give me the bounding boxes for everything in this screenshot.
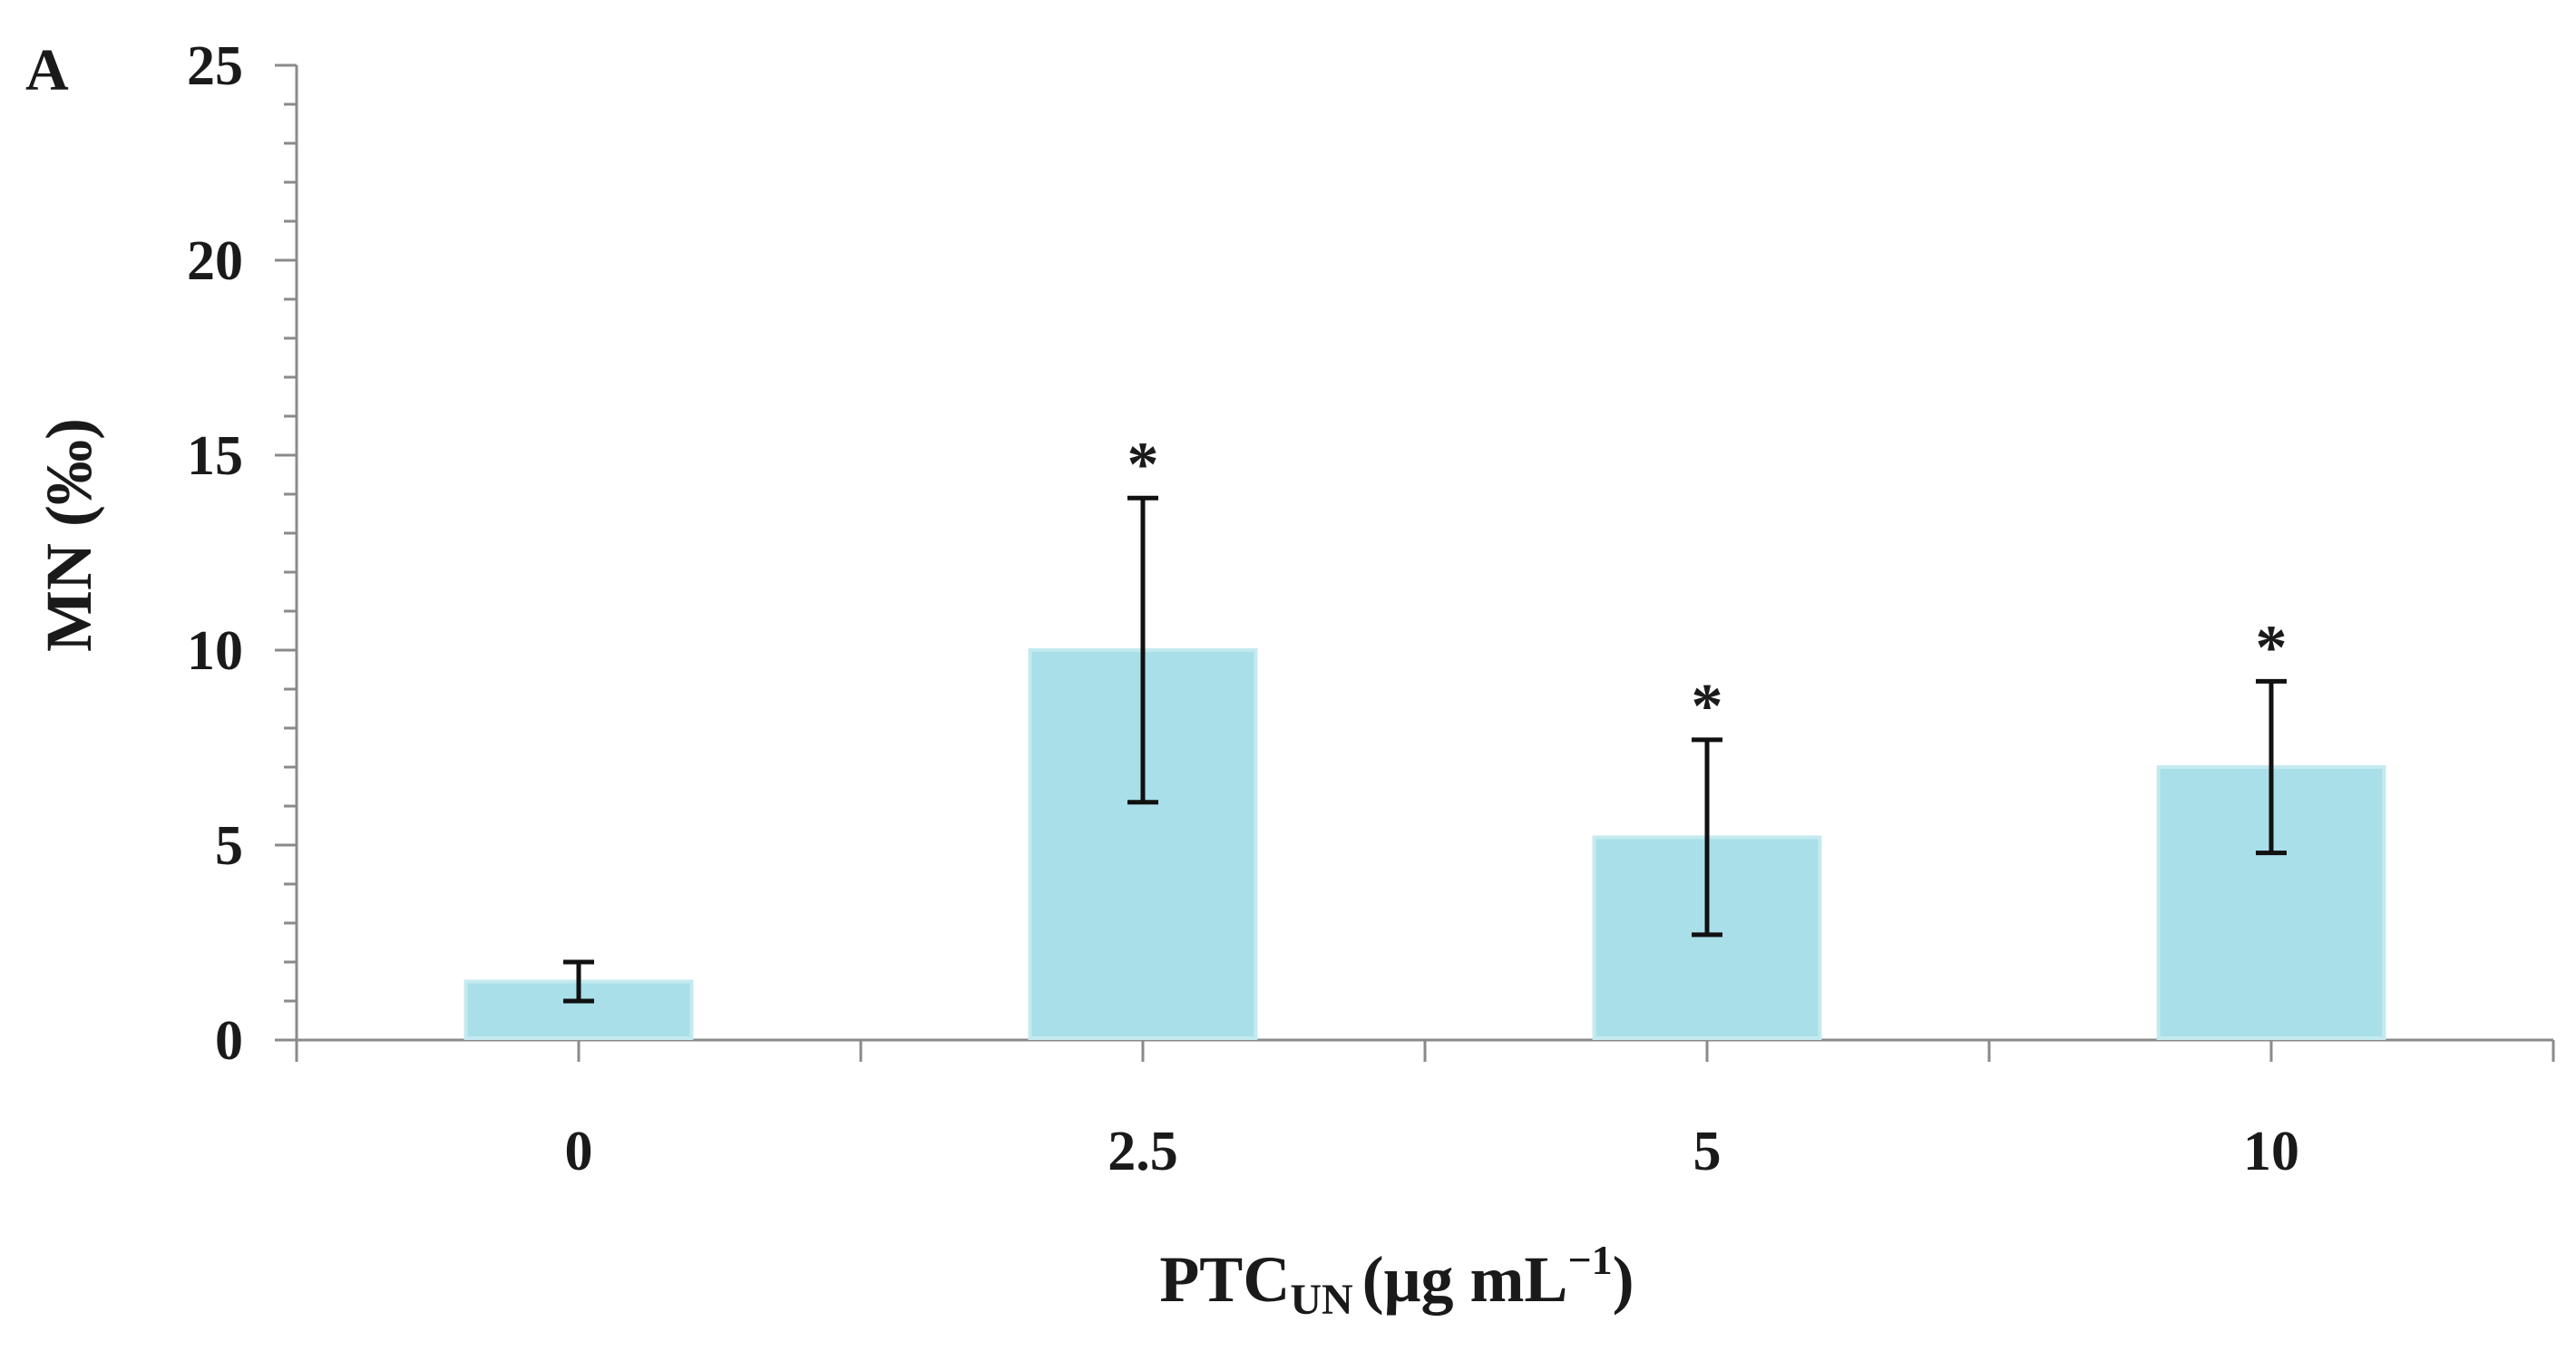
- x-axis-label-superscript: −1: [1567, 1237, 1612, 1283]
- significance-marker-2.5: *: [1127, 430, 1159, 500]
- x-axis-label-main: PTC: [1159, 1243, 1290, 1316]
- significance-markers: * * *: [1127, 430, 2288, 742]
- y-tick-label: 0: [215, 1010, 243, 1072]
- y-tick-label: 15: [187, 425, 243, 487]
- x-tick-label-0: 0: [565, 1121, 593, 1182]
- x-tick-label-10: 10: [2243, 1121, 2299, 1182]
- error-bars: [563, 495, 2287, 1004]
- y-axis-label: MN (‰): [33, 418, 105, 652]
- x-axis: [295, 1038, 2555, 1062]
- x-tick-label-5: 5: [1693, 1121, 1722, 1182]
- bars: [463, 648, 2386, 1041]
- y-tick-label: 20: [187, 230, 243, 292]
- y-tick-labels: 0 5 10 15 20 25: [187, 35, 243, 1072]
- y-tick-label: 5: [215, 815, 243, 877]
- x-axis-label-subscript: UN: [1290, 1276, 1353, 1324]
- significance-marker-5: *: [1692, 672, 1723, 742]
- y-axis: [275, 63, 298, 1042]
- y-tick-label: 25: [187, 35, 243, 97]
- panel-label: A: [25, 37, 69, 103]
- x-tick-label-2.5: 2.5: [1107, 1121, 1178, 1182]
- y-tick-label: 10: [187, 620, 243, 682]
- x-axis-label-unit: (μg mL: [1362, 1243, 1568, 1316]
- significance-marker-10: *: [2256, 613, 2288, 683]
- x-axis-label-close: ): [1613, 1243, 1634, 1316]
- x-tick-labels: 0 2.5 5 10: [565, 1121, 2300, 1182]
- x-axis-label: PTCUN (μg mL−1): [1159, 1237, 1634, 1324]
